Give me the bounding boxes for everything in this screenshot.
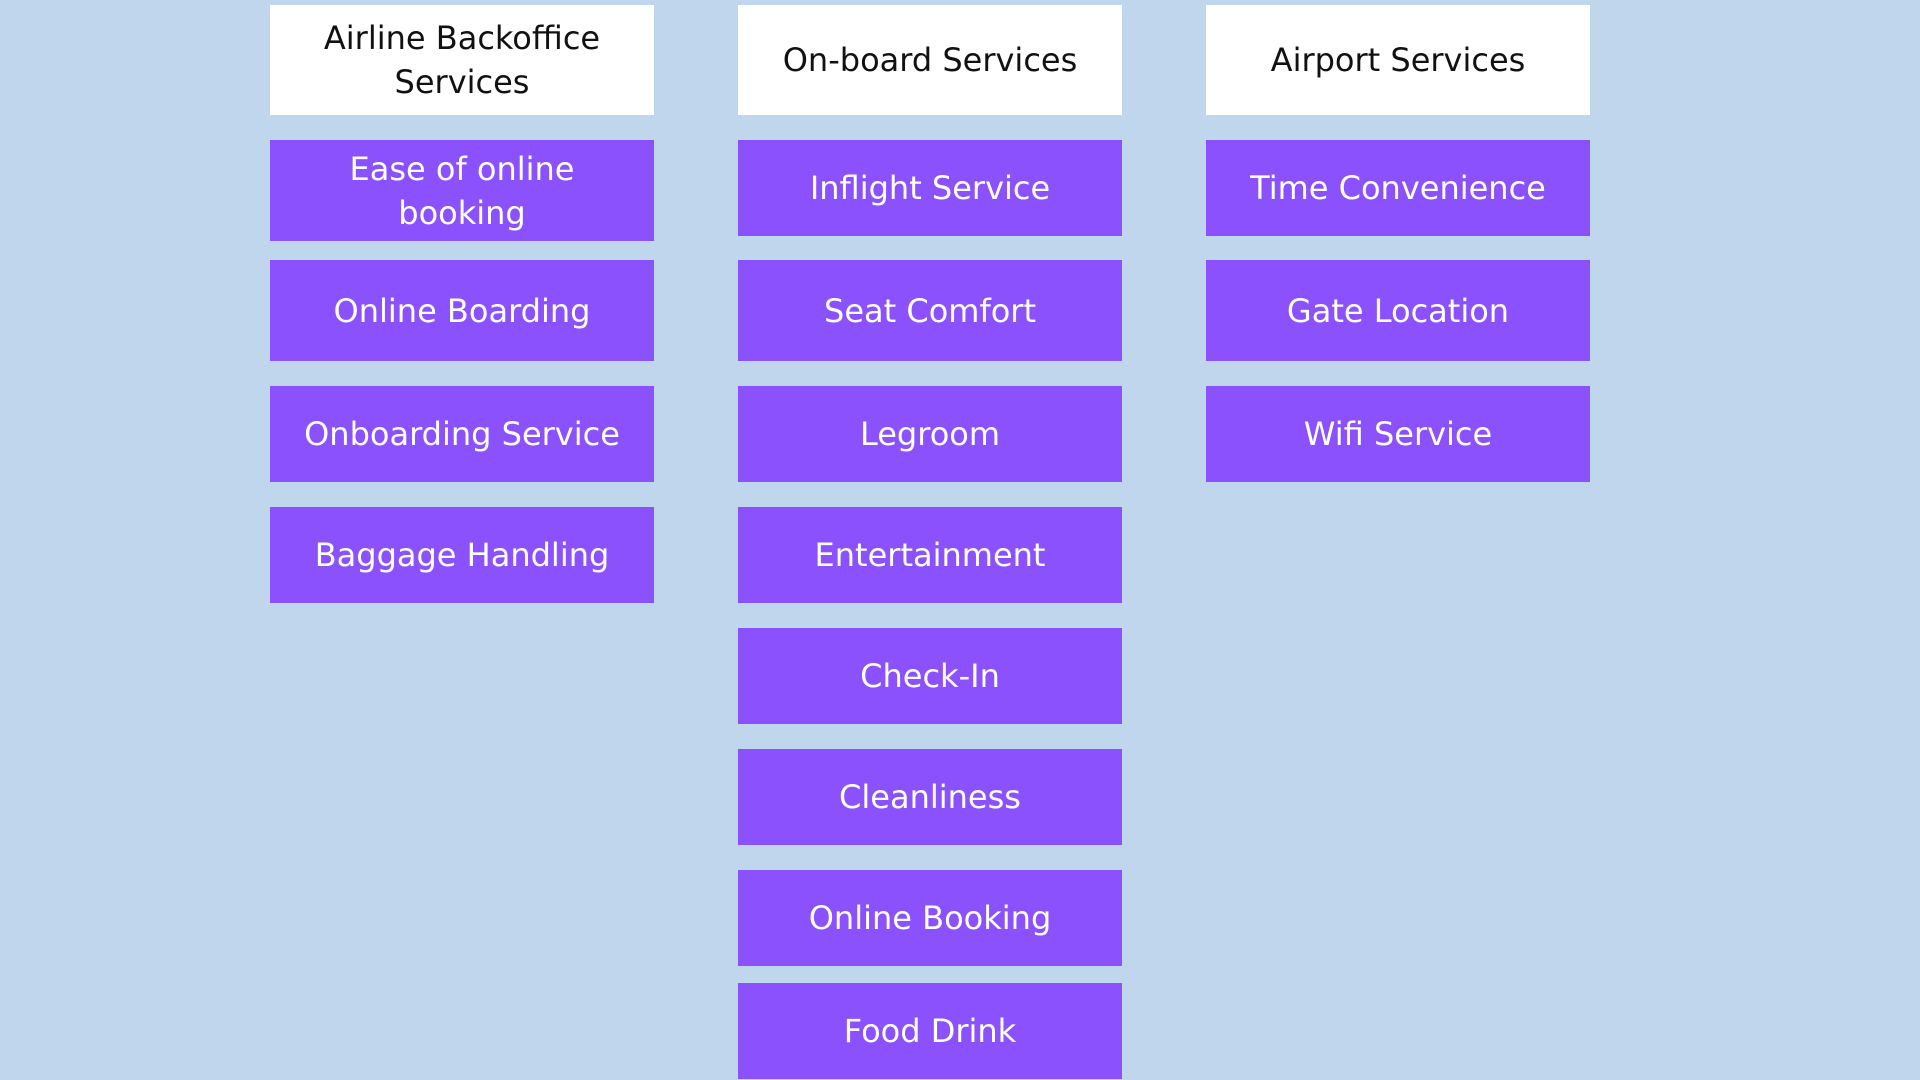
category-item-entertainment: Entertainment — [738, 507, 1122, 603]
category-item-time-convenience: Time Convenience — [1206, 140, 1590, 236]
category-item-wifi-service: Wifi Service — [1206, 386, 1590, 482]
category-item-inflight-service: Inflight Service — [738, 140, 1122, 236]
column-header: Airport Services — [1206, 5, 1590, 115]
category-item-onboarding-service: Onboarding Service — [270, 386, 654, 482]
column-header: Airline Backoffice Services — [270, 5, 654, 115]
category-item-food-drink: Food Drink — [738, 983, 1122, 1079]
category-item-baggage-handling: Baggage Handling — [270, 507, 654, 603]
column-header: On-board Services — [738, 5, 1122, 115]
category-item-legroom: Legroom — [738, 386, 1122, 482]
category-item-seat-comfort: Seat Comfort — [738, 260, 1122, 361]
category-item-online-boarding: Online Boarding — [270, 260, 654, 361]
category-item-ease-of-online-booking: Ease of online booking — [270, 140, 654, 241]
category-item-cleanliness: Cleanliness — [738, 749, 1122, 845]
category-item-check-in: Check-In — [738, 628, 1122, 724]
category-item-gate-location: Gate Location — [1206, 260, 1590, 361]
category-item-online-booking: Online Booking — [738, 870, 1122, 966]
